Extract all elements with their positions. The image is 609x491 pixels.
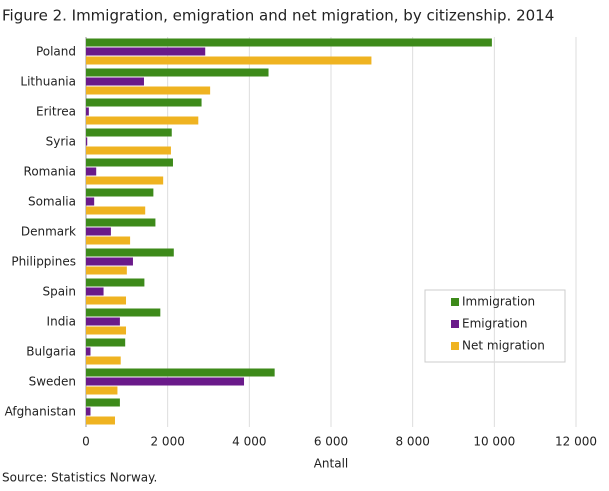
bar (86, 248, 174, 257)
y-tick-label: Bulgaria (26, 345, 76, 359)
y-tick-label: Lithuania (20, 75, 76, 89)
y-tick-label: Somalia (28, 195, 76, 209)
bar (86, 266, 127, 275)
legend-swatch (451, 320, 459, 328)
legend-label: Immigration (462, 295, 535, 309)
bar (86, 236, 131, 245)
bar (86, 158, 173, 167)
bar (86, 176, 164, 185)
legend-swatch (451, 342, 459, 350)
bar (86, 257, 133, 266)
y-tick-label: Denmark (21, 225, 76, 239)
bar (86, 68, 269, 77)
bar (86, 38, 492, 47)
bar (86, 356, 121, 365)
legend-label: Net migration (462, 339, 545, 353)
chart-title: Figure 2. Immigration, emigration and ne… (2, 7, 554, 25)
legend-label: Emigration (462, 317, 528, 331)
x-tick-label: 0 (82, 435, 90, 449)
bar (86, 338, 126, 347)
legend (424, 289, 566, 363)
x-tick-label: 12 000 (555, 435, 597, 449)
bar (86, 386, 118, 395)
bar (86, 317, 120, 326)
bar (86, 347, 91, 356)
x-tick-label: 2 000 (150, 435, 184, 449)
bar (86, 398, 120, 407)
y-tick-label: Poland (36, 45, 76, 59)
bar (86, 167, 97, 176)
bar (86, 377, 245, 386)
bar (86, 197, 95, 206)
x-axis-label: Antall (314, 457, 349, 471)
bar (86, 287, 104, 296)
x-tick-label: 8 000 (395, 435, 429, 449)
bar (86, 86, 211, 95)
bar (86, 47, 206, 56)
bar (86, 56, 372, 65)
bar (86, 137, 88, 146)
x-tick-label: 6 000 (314, 435, 348, 449)
bar (86, 278, 145, 287)
y-tick-label: Eritrea (36, 105, 76, 119)
bar (86, 77, 144, 86)
y-tick-label: Philippines (11, 255, 76, 269)
source: Source: Statistics Norway. (2, 471, 157, 485)
bar (86, 146, 171, 155)
y-tick-label: Afghanistan (5, 405, 76, 419)
bar (86, 206, 146, 215)
x-tick-label: 4 000 (232, 435, 266, 449)
legend-swatch (451, 298, 459, 306)
y-tick-label: India (47, 315, 76, 329)
bar (86, 218, 156, 227)
bar (86, 308, 161, 317)
bar (86, 368, 275, 377)
x-tick-label: 10 000 (473, 435, 515, 449)
bar (86, 326, 127, 335)
bar (86, 416, 115, 425)
bar (86, 116, 199, 125)
y-tick-label: Spain (42, 285, 76, 299)
bar (86, 98, 202, 107)
bar (86, 296, 127, 305)
bar (86, 407, 91, 416)
bar (86, 128, 172, 137)
bar (86, 227, 111, 236)
bar (86, 188, 154, 197)
y-tick-label: Sweden (29, 375, 76, 389)
bar (86, 107, 89, 116)
y-tick-label: Syria (46, 135, 76, 149)
y-tick-label: Romania (24, 165, 76, 179)
